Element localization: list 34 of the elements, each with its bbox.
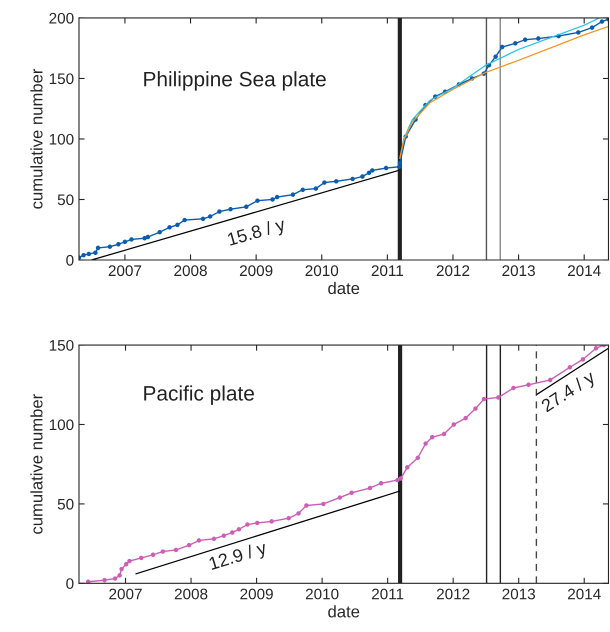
y-tick-label: 0	[66, 254, 74, 266]
y-tick-label: 100	[50, 134, 74, 145]
y-tick-label: 0	[66, 578, 74, 590]
x-tick-label: 2009	[240, 265, 272, 276]
x-tick-label: 2008	[174, 265, 207, 276]
x-axis-title: date	[328, 282, 360, 294]
x-tick-label: 2008	[174, 588, 208, 600]
x-tick-label: 2013	[502, 588, 536, 600]
y-tick-label: 150	[50, 340, 74, 351]
x-tick-label: 2011	[372, 265, 404, 276]
x-tick-label: 2012	[436, 588, 470, 600]
x-tick-label: 2013	[502, 265, 535, 276]
y-tick-label: 150	[50, 73, 74, 84]
y-axis-title: cumulative number	[30, 394, 43, 534]
x-tick-label: 2010	[306, 265, 338, 276]
annotation: 15.8 / y	[226, 217, 288, 250]
y-tick-label: 50	[58, 498, 74, 510]
x-axis-title: date	[328, 605, 360, 618]
x-tick-label: 2012	[436, 265, 470, 276]
y-tick-label: 200	[49, 12, 74, 24]
x-tick-label: 2009	[240, 588, 273, 600]
annotation: 12.9 / y	[208, 540, 269, 574]
annotation: Philippine Sea plate	[144, 71, 326, 91]
annotation: 27.4 / y	[540, 370, 598, 416]
x-tick-label: 2011	[372, 588, 404, 600]
x-tick-label: 2007	[109, 588, 142, 600]
y-axis-title: cumulative number	[30, 68, 43, 209]
x-tick-label: 2007	[108, 265, 142, 276]
y-tick-label: 100	[50, 419, 74, 430]
x-tick-label: 2014	[568, 265, 601, 276]
y-tick-label: 50	[58, 194, 74, 206]
annotation: Pacific plate	[144, 385, 254, 405]
x-tick-label: 2014	[568, 588, 601, 600]
x-tick-label: 2010	[306, 588, 339, 600]
